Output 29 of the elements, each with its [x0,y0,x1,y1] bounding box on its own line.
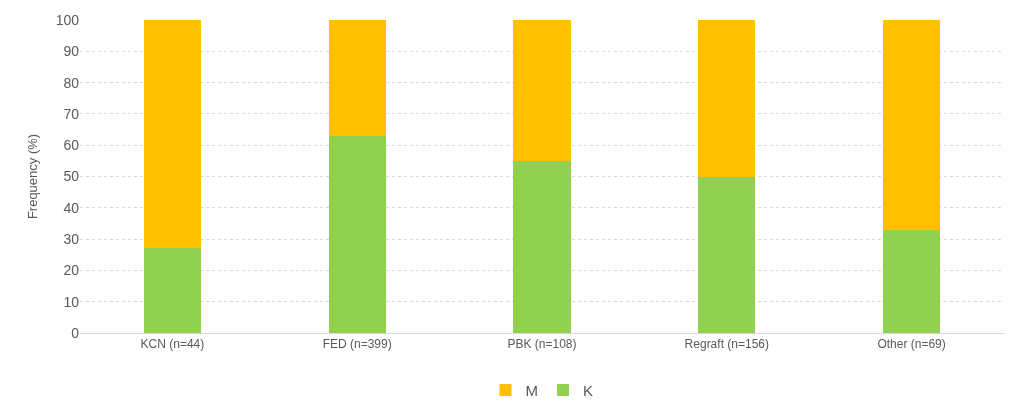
bar [328,20,386,136]
bar [698,20,756,177]
x-tick-label: Other (n=69) [877,337,946,352]
y-tick-label: 70 [63,105,80,122]
bar [882,20,941,230]
y-tick-label: 10 [63,293,80,310]
y-tick-label: 20 [63,262,80,279]
bar [513,160,571,333]
y-axis-title: Frequency (%) [24,133,40,220]
y-tick-label: 90 [63,43,80,60]
y-tick-label: 60 [63,137,80,154]
y-tick-label: 50 [63,168,80,185]
bar [328,135,386,333]
x-tick-label: FED (n=399) [322,337,392,352]
legend-label: K [583,381,594,399]
y-tick-label: 30 [63,231,80,247]
y-tick-label: 100 [55,11,80,28]
x-tick-label: KCN (n=44) [140,337,205,352]
bar [698,176,756,333]
bar [513,20,571,161]
y-tick-label: 0 [71,324,80,341]
bar [882,229,941,333]
x-tick-label: Regraft (n=156) [684,337,769,352]
x-tick-label: PBK (n=108) [507,337,577,352]
legend-label: M [525,381,538,399]
bar [143,248,202,333]
bar [143,20,202,249]
y-tick-label: 80 [63,74,80,91]
y-tick-label: 40 [63,199,80,216]
